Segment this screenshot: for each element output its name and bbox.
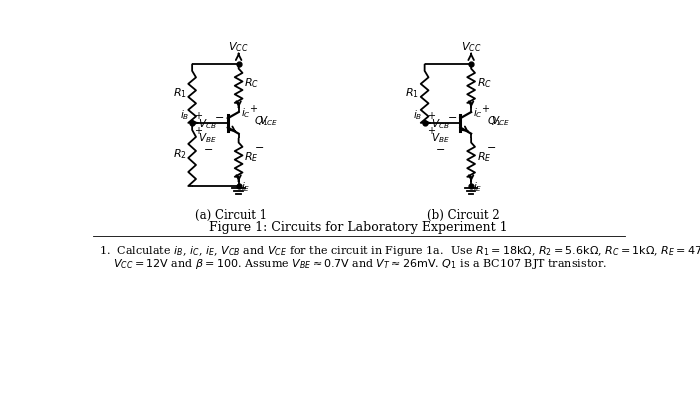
Text: $R_1$: $R_1$ bbox=[173, 87, 187, 100]
Text: $i_C$: $i_C$ bbox=[473, 106, 484, 120]
Text: $R_2$: $R_2$ bbox=[173, 147, 187, 161]
Text: $Q_1$: $Q_1$ bbox=[254, 115, 268, 128]
Text: $-$: $-$ bbox=[202, 143, 213, 152]
Text: $V_{CC} = 12\mathrm{V}$ and $\beta = 100$. Assume $V_{BE} \approx 0.7\mathrm{V}$: $V_{CC} = 12\mathrm{V}$ and $\beta = 100… bbox=[99, 257, 607, 271]
Text: $V_{BE}$: $V_{BE}$ bbox=[430, 132, 449, 145]
Text: (b) Circuit 2: (b) Circuit 2 bbox=[427, 209, 500, 222]
Text: $-$: $-$ bbox=[214, 111, 224, 121]
Text: $R_C$: $R_C$ bbox=[244, 77, 259, 90]
Text: $-$: $-$ bbox=[447, 111, 457, 121]
Text: +: + bbox=[195, 111, 202, 121]
Text: $i_B$: $i_B$ bbox=[181, 108, 190, 122]
Text: +: + bbox=[427, 126, 435, 135]
Text: +: + bbox=[248, 104, 257, 114]
Text: $V_{CE}$: $V_{CE}$ bbox=[259, 115, 277, 128]
Text: $R_C$: $R_C$ bbox=[477, 77, 491, 90]
Text: (a) Circuit 1: (a) Circuit 1 bbox=[195, 209, 267, 222]
Text: $R_1$: $R_1$ bbox=[405, 87, 419, 100]
Text: $R_E$: $R_E$ bbox=[477, 150, 491, 164]
Text: $-$: $-$ bbox=[435, 143, 445, 152]
Text: $V_{CE}$: $V_{CE}$ bbox=[491, 115, 510, 128]
Text: $V_{CB}$: $V_{CB}$ bbox=[198, 117, 217, 130]
Text: $i_C$: $i_C$ bbox=[241, 106, 251, 120]
Text: $-$: $-$ bbox=[486, 141, 496, 151]
Text: Figure 1: Circuits for Laboratory Experiment 1: Figure 1: Circuits for Laboratory Experi… bbox=[209, 221, 508, 234]
Text: $-$: $-$ bbox=[253, 141, 264, 151]
Text: +: + bbox=[195, 126, 202, 135]
Text: $V_{CB}$: $V_{CB}$ bbox=[430, 117, 449, 130]
Text: $Q_1$: $Q_1$ bbox=[486, 115, 500, 128]
Text: $V_{CC}$: $V_{CC}$ bbox=[228, 40, 248, 54]
Text: $i_E$: $i_E$ bbox=[241, 180, 251, 194]
Text: +: + bbox=[427, 111, 435, 121]
Text: $V_{CC}$: $V_{CC}$ bbox=[461, 40, 482, 54]
Text: $V_{BE}$: $V_{BE}$ bbox=[198, 132, 217, 145]
Text: 1.  Calculate $i_B$, $i_C$, $i_E$, $V_{CB}$ and $V_{CE}$ for the circuit in Figu: 1. Calculate $i_B$, $i_C$, $i_E$, $V_{CB… bbox=[99, 244, 700, 258]
Text: $R_E$: $R_E$ bbox=[244, 150, 259, 164]
Text: $i_B$: $i_B$ bbox=[413, 108, 422, 122]
Text: $i_E$: $i_E$ bbox=[473, 180, 483, 194]
Text: +: + bbox=[481, 104, 489, 114]
